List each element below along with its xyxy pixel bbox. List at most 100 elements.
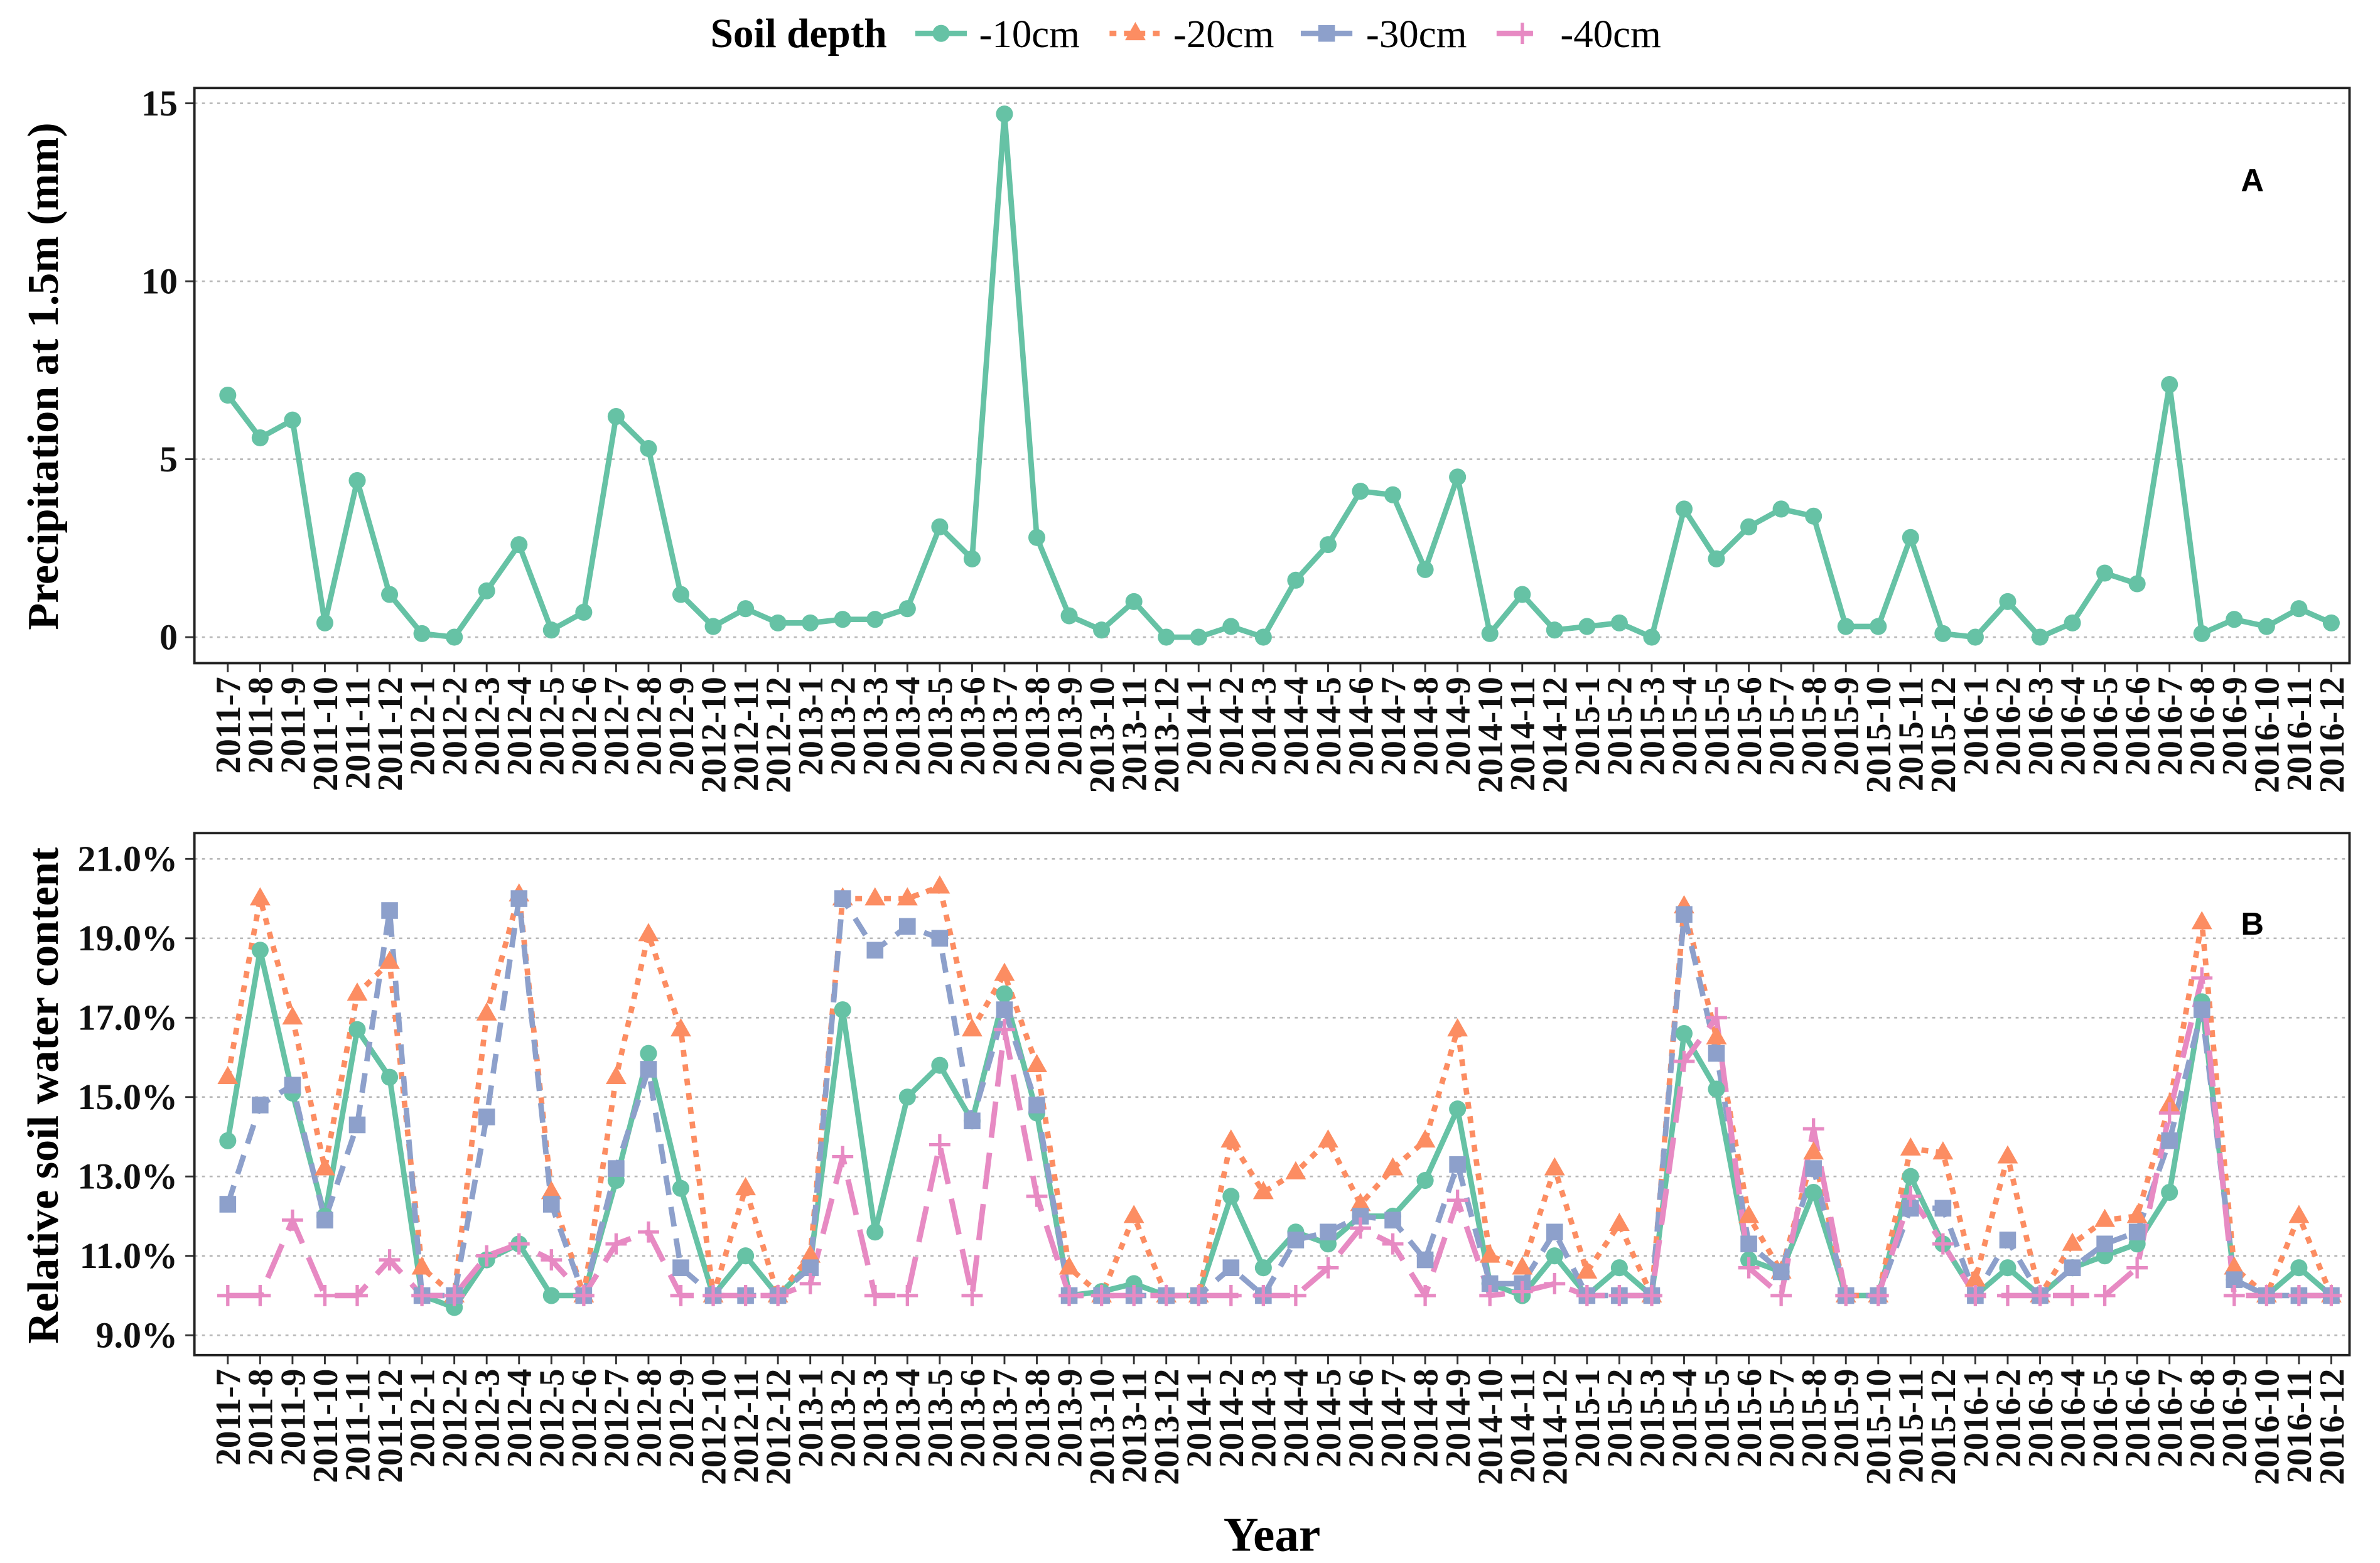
panel-a-point-series-0: [2096, 564, 2114, 582]
legend-symbol-30cm: [1300, 24, 1353, 42]
panel-b-point-40cm: [249, 1285, 271, 1306]
panel-b-xtick-label: 2016-2: [1989, 1369, 2028, 1468]
panel-b-point-30cm: [381, 902, 398, 919]
panel-a-point-series-0: [251, 429, 269, 447]
panel-b-xtick-label: 2015-3: [1633, 1369, 1672, 1468]
panel-b-point-40cm: [2029, 1285, 2051, 1306]
panel-b-point-10cm: [381, 1068, 399, 1086]
panel-b-point-40cm: [735, 1285, 757, 1306]
panel-b-point-30cm: [1320, 1223, 1337, 1241]
panel-a-point-series-0: [2290, 600, 2308, 618]
panel-b-point-20cm: [1544, 1157, 1565, 1176]
panel-a-xtick-label: 2015-7: [1762, 677, 1801, 776]
panel-a-point-series-0: [219, 386, 237, 404]
panel-a-point-series-0: [866, 611, 884, 628]
panel-b-point-30cm: [284, 1077, 301, 1094]
panel-a-point-series-0: [575, 603, 593, 621]
panel-a-xtick-label: 2014-6: [1342, 677, 1381, 776]
panel-a-xtick-label: 2014-4: [1277, 677, 1316, 776]
panel-a-point-series-0: [2031, 628, 2049, 646]
panel-a-xtick-label: 2014-5: [1310, 677, 1349, 776]
panel-b-point-30cm: [2064, 1259, 2081, 1276]
panel-b-point-10cm: [866, 1223, 884, 1241]
panel-a-xtick-label: 2013-12: [1148, 677, 1187, 793]
panel-b-point-40cm: [2158, 1102, 2180, 1124]
panel-b-point-40cm: [1090, 1285, 1112, 1306]
panel-a-xtick-label: 2013-9: [1050, 677, 1089, 776]
panel-a-point-series-0: [1222, 618, 1240, 635]
legend-marker-30cm: [1318, 24, 1335, 42]
panel-a-xtick-label: 2015-9: [1828, 677, 1866, 776]
panel-b-point-40cm: [832, 1146, 854, 1168]
panel-b-point-30cm: [252, 1097, 269, 1114]
panel-b-point-40cm: [2062, 1285, 2083, 1306]
panel-b-xtick-label: 2011-11: [338, 1369, 377, 1481]
panel-b-xtick-label: 2013-3: [856, 1369, 895, 1468]
panel-b-xtick-label: 2016-6: [2118, 1369, 2157, 1468]
panel-b-xtick-label: 2011-8: [242, 1369, 281, 1466]
legend-label-10cm: -10cm: [979, 12, 1080, 56]
panel-b-point-40cm: [217, 1285, 239, 1306]
panel-b-point-20cm: [541, 1181, 562, 1200]
panel-b-xtick-label: 2012-12: [759, 1369, 798, 1485]
legend-label-30cm: -30cm: [1366, 12, 1467, 56]
panel-b-point-40cm: [1511, 1281, 1533, 1302]
panel-a-xtick-label: 2012-7: [598, 677, 637, 776]
panel-a-point-series-0: [1708, 550, 1725, 567]
panel-a-xtick-label: 2013-4: [889, 677, 928, 776]
panel-a-xtick-label: 2014-10: [1472, 677, 1510, 793]
legend-symbol-20cm: [1109, 22, 1161, 41]
panel-b-point-20cm: [1608, 1212, 1630, 1231]
panel-a-xtick-label: 2012-5: [533, 677, 572, 776]
panel-a-point-series-0: [1254, 628, 1272, 646]
panel-a-ytick-label: 10: [141, 260, 178, 301]
panel-b-point-10cm: [834, 1001, 851, 1019]
panel-b-point-20cm: [2126, 1205, 2148, 1223]
panel-b-point-40cm: [1738, 1257, 1760, 1279]
panel-a-xtick-label: 2013-7: [986, 677, 1025, 776]
panel-a-xtick-label: 2014-8: [1406, 677, 1445, 776]
panel-a-point-series-0: [1870, 618, 1887, 635]
panel-b-point-40cm: [1284, 1285, 1306, 1306]
panel-a-xtick-label: 2011-12: [371, 677, 410, 791]
panel-a-point-series-0: [1028, 529, 1046, 546]
panel-a-point-series-0: [316, 614, 334, 631]
panel-b-point-40cm: [670, 1285, 692, 1306]
panel-b-point-40cm: [476, 1245, 498, 1267]
panel-b-point-40cm: [1382, 1233, 1404, 1255]
panel-b-point-30cm: [2161, 1132, 2178, 1149]
panel-b-point-40cm: [1835, 1285, 1857, 1306]
panel-a-point-series-0: [1093, 621, 1111, 639]
panel-a-xtick-label: 2015-11: [1892, 677, 1931, 791]
panel-a-xtick-label: 2016-9: [2216, 677, 2254, 776]
panel-a-point-series-0: [737, 600, 755, 618]
panel-b-xtick-label: 2012-9: [662, 1369, 701, 1468]
panel-a-point-series-0: [769, 614, 787, 631]
panel-a-xtick-label: 2012-4: [500, 677, 539, 776]
panel-b-point-30cm: [899, 918, 916, 935]
panel-b-point-40cm: [281, 1209, 303, 1231]
panel-b-xtick-label: 2015-1: [1568, 1369, 1607, 1468]
panel-b-xtick-label: 2016-9: [2216, 1369, 2254, 1468]
panel-b-point-20cm: [2094, 1208, 2116, 1227]
panel-b-point-40cm: [2126, 1257, 2148, 1279]
panel-b-point-20cm: [1285, 1161, 1306, 1179]
panel-b-xtick-label: 2012-3: [468, 1369, 507, 1468]
panel-b-ytick-label: 17.0%: [78, 997, 178, 1038]
panel-b-point-10cm: [251, 942, 269, 959]
panel-a-point-series-0: [1740, 518, 1758, 535]
panel-b-point-20cm: [1220, 1129, 1242, 1148]
panel-b-xtick-label: 2014-2: [1212, 1369, 1251, 1468]
panel-b-point-10cm: [219, 1132, 237, 1149]
panel-a-xtick-label: 2016-2: [1989, 677, 2028, 776]
panel-b-point-20cm: [347, 982, 368, 1001]
panel-a-point-series-0: [1449, 468, 1467, 486]
panel-a-xtick-label: 2013-1: [792, 677, 831, 776]
panel-a-point-series-0: [1190, 628, 1207, 646]
panel-b-point-40cm: [1350, 1217, 1371, 1239]
panel-b-point-40cm: [1155, 1285, 1177, 1306]
x-axis-title: Year: [1224, 1508, 1321, 1562]
panel-b-xtick-label: 2014-11: [1504, 1369, 1543, 1483]
panel-a-point-series-0: [2161, 375, 2178, 394]
panel-b-point-20cm: [1900, 1137, 1921, 1156]
